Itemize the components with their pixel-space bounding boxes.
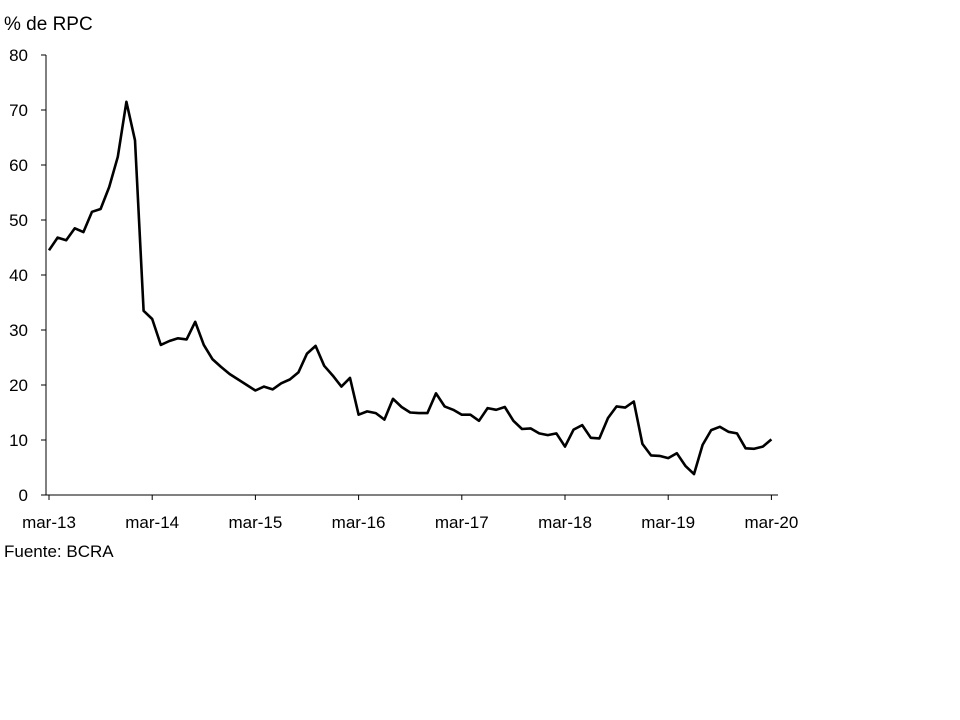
y-tick-label: 20 — [9, 376, 28, 395]
y-tick-label: 0 — [19, 486, 28, 505]
series-line — [47, 100, 773, 476]
y-tick-label: 50 — [9, 211, 28, 230]
y-tick-label: 80 — [9, 46, 28, 65]
y-tick-label: 30 — [9, 321, 28, 340]
y-tick-label: 60 — [9, 156, 28, 175]
source-note: Fuente: BCRA — [4, 542, 114, 561]
y-tick-label: 70 — [9, 101, 28, 120]
y-ticks: 0 10 20 30 40 50 60 70 80 — [9, 46, 46, 505]
y-tick-label: 40 — [9, 266, 28, 285]
x-tick-label: mar-20 — [744, 513, 798, 532]
x-tick-label: mar-15 — [228, 513, 282, 532]
x-tick-label: mar-14 — [125, 513, 179, 532]
x-tick-label: mar-13 — [22, 513, 76, 532]
x-tick-label: mar-18 — [538, 513, 592, 532]
chart-axes — [45, 55, 778, 496]
x-tick-label: mar-16 — [332, 513, 386, 532]
y-tick-label: 10 — [9, 431, 28, 450]
y-axis-label: % de RPC — [4, 14, 93, 35]
x-ticks: mar-13 mar-14 mar-15 mar-16 mar-17 mar-18 mar-… — [22, 495, 798, 532]
x-tick-label: mar-17 — [435, 513, 489, 532]
x-tick-label: mar-19 — [641, 513, 695, 532]
